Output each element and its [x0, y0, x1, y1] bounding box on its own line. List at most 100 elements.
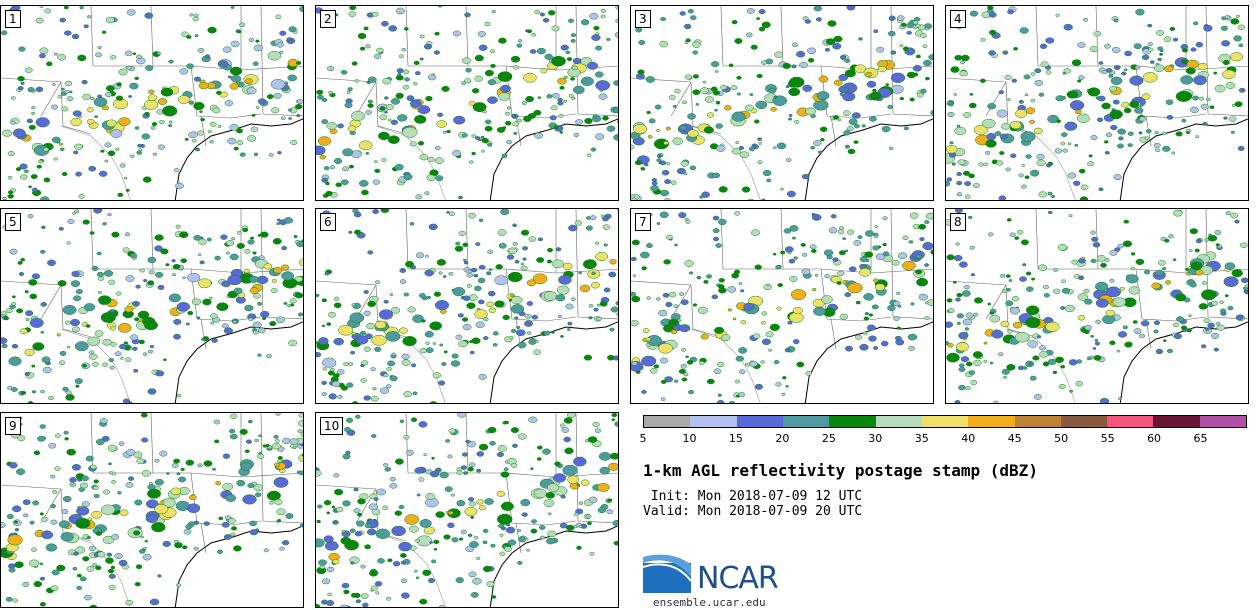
- storm-cell: [298, 413, 303, 418]
- storm-cell: [899, 44, 904, 47]
- storm-cell: [184, 137, 189, 141]
- storm-cell: [1220, 308, 1227, 314]
- storm-cell: [1172, 322, 1180, 328]
- storm-cell: [1113, 18, 1119, 23]
- storm-cell: [360, 363, 365, 368]
- storm-cell: [572, 65, 579, 70]
- storm-cell: [343, 589, 350, 595]
- storm-cell: [2, 129, 13, 137]
- storm-cell: [576, 483, 581, 487]
- storm-cell: [431, 456, 435, 460]
- storm-cell: [982, 118, 996, 129]
- storm-cell: [316, 293, 320, 297]
- storm-cell: [471, 88, 480, 94]
- website-link[interactable]: ensemble.ucar.edu: [653, 596, 766, 609]
- storm-cell: [877, 65, 887, 73]
- reflectivity-map: [1, 209, 303, 403]
- storm-cell: [17, 76, 25, 82]
- storm-cell: [744, 104, 755, 112]
- storm-cell: [462, 295, 471, 301]
- storm-cell: [956, 292, 963, 298]
- storm-cell: [65, 390, 72, 395]
- storm-cell: [472, 102, 487, 113]
- storm-cell: [609, 452, 618, 460]
- storm-cell: [780, 187, 784, 191]
- storm-cell: [195, 147, 200, 152]
- storm-cell: [1180, 325, 1188, 330]
- storm-cell: [472, 577, 482, 585]
- storm-cell: [590, 281, 600, 289]
- storm-cell: [1026, 305, 1040, 315]
- storm-cell: [434, 31, 440, 36]
- storm-cell: [735, 355, 744, 362]
- storm-cell: [1147, 23, 1153, 28]
- storm-cell: [276, 218, 281, 222]
- storm-cell: [415, 252, 425, 259]
- storm-cell: [1051, 194, 1056, 199]
- storm-cell: [1029, 119, 1035, 124]
- storm-cell: [863, 316, 870, 321]
- storm-cell: [62, 386, 69, 392]
- state-boundary: [405, 413, 409, 474]
- state-boundary: [830, 318, 837, 350]
- storm-cell: [989, 314, 1001, 323]
- storm-cell: [536, 47, 546, 55]
- storm-cell: [197, 463, 203, 468]
- storm-cell: [656, 153, 663, 159]
- storm-cell: [93, 493, 100, 499]
- storm-cell: [269, 501, 274, 505]
- storm-cell: [521, 101, 528, 105]
- storm-cell: [956, 192, 963, 197]
- storm-cell: [327, 592, 333, 597]
- storm-cell: [699, 87, 710, 94]
- storm-cell: [800, 242, 806, 247]
- storm-cell: [961, 290, 971, 297]
- storm-cell: [511, 295, 523, 305]
- storm-cell: [1095, 281, 1109, 292]
- storm-cell: [482, 540, 488, 545]
- storm-cell: [1014, 236, 1020, 240]
- storm-cell: [557, 77, 567, 85]
- storm-cell: [915, 254, 923, 259]
- storm-cell: [1124, 50, 1132, 57]
- storm-cell: [322, 367, 327, 371]
- storm-cell: [1173, 209, 1183, 217]
- storm-cell: [550, 105, 558, 111]
- colorbar-segment: [1199, 416, 1247, 427]
- storm-cell: [782, 376, 787, 380]
- storm-cell: [784, 246, 794, 253]
- storm-cell: [28, 124, 36, 130]
- storm-cell: [518, 536, 527, 543]
- storm-cell: [590, 147, 597, 152]
- storm-cell: [64, 30, 72, 36]
- storm-cell: [814, 273, 819, 277]
- storm-cell: [189, 494, 197, 501]
- storm-cell: [1064, 304, 1076, 313]
- storm-cell: [906, 30, 912, 35]
- colorbar-tick-label: 25: [821, 432, 836, 445]
- storm-cell: [391, 525, 406, 537]
- storm-cell: [199, 260, 205, 265]
- storm-cell: [110, 341, 117, 347]
- storm-cell: [555, 247, 562, 252]
- storm-cell: [1109, 85, 1117, 92]
- storm-cell: [1244, 284, 1248, 289]
- storm-cell: [1112, 99, 1120, 105]
- storm-cell: [714, 326, 725, 334]
- storm-cell: [14, 528, 20, 532]
- reflectivity-map: [1, 413, 303, 607]
- storm-cell: [6, 513, 14, 520]
- storm-cell: [176, 583, 182, 588]
- storm-cell: [171, 259, 176, 263]
- storm-cell: [1209, 105, 1215, 109]
- storm-cell: [1038, 191, 1047, 198]
- storm-cell: [69, 90, 73, 94]
- storm-cell: [685, 220, 691, 224]
- storm-cell: [211, 338, 218, 343]
- storm-cell: [595, 133, 605, 140]
- storm-cell: [504, 120, 512, 126]
- storm-cell: [390, 98, 400, 105]
- storm-cell: [210, 313, 218, 319]
- colorbar-segment: [690, 416, 737, 427]
- storm-cell: [510, 55, 521, 63]
